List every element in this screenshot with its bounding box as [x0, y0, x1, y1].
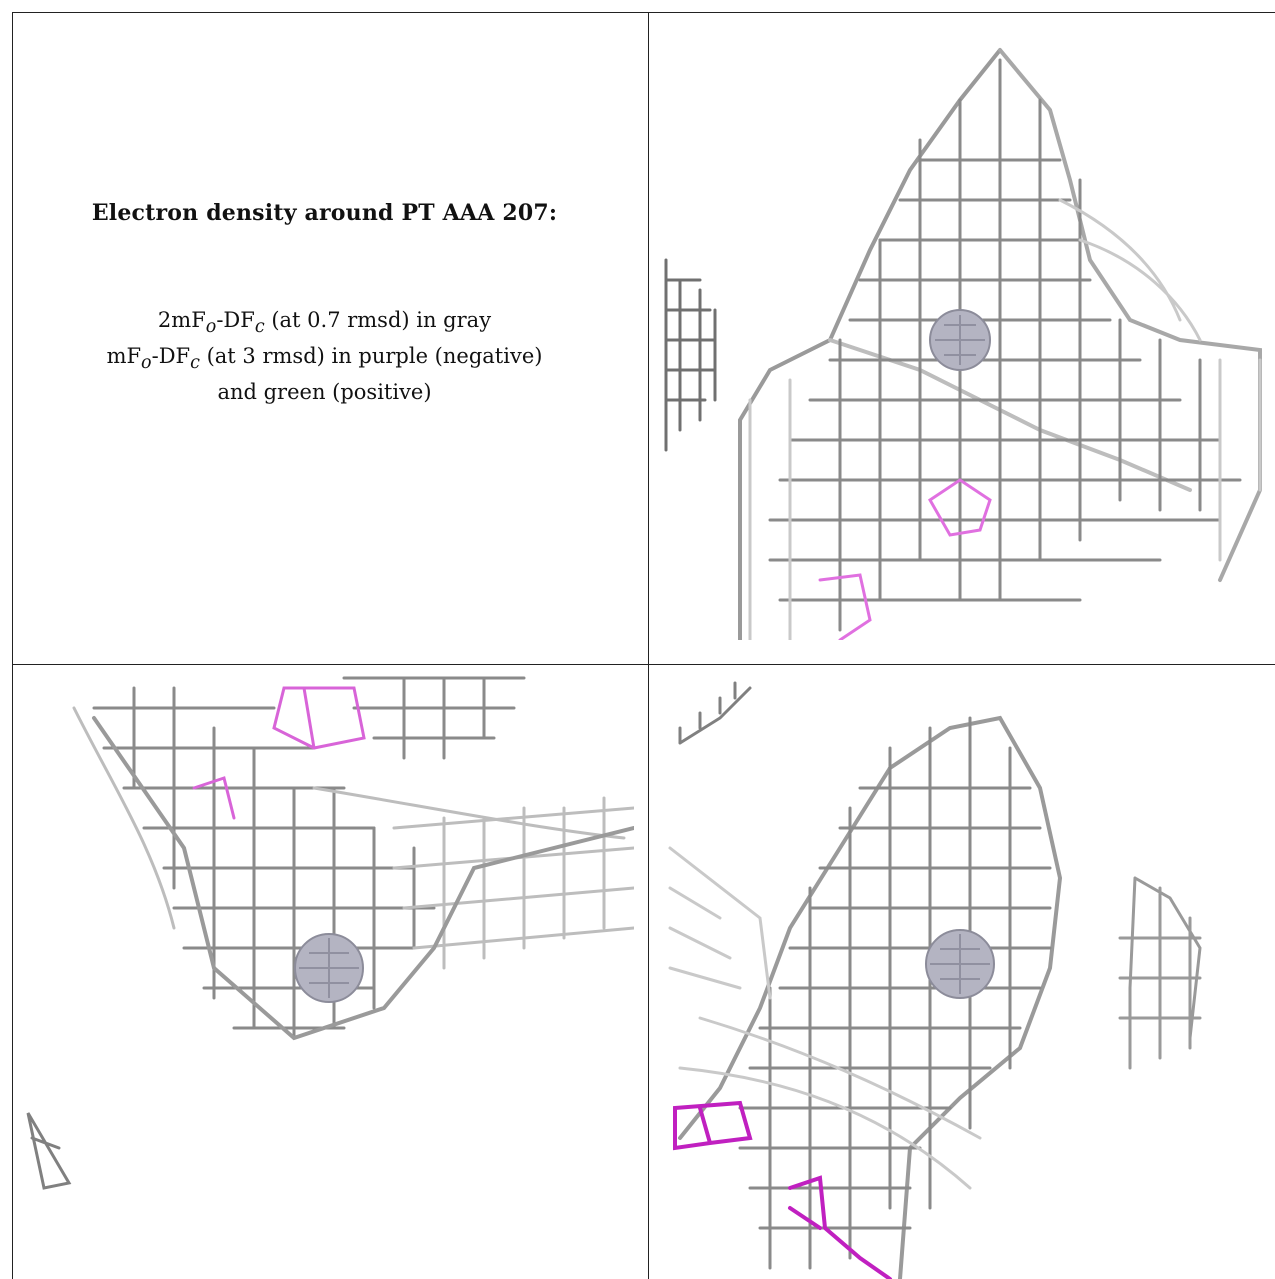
table-border-middle: [12, 664, 1275, 665]
view-bottom-left: [14, 668, 634, 1279]
caption-line-green: and green (positive): [217, 380, 432, 405]
view-top-right: [660, 40, 1275, 640]
caption-line-fo: mFo-DFc (at 3 rmsd) in purple (negative): [106, 344, 543, 374]
table-border-center: [648, 12, 649, 1279]
density-mesh-top-right: [664, 48, 1262, 640]
caption-title: Electron density around PT AAA 207:: [91, 200, 558, 226]
table-border-left: [12, 12, 13, 1279]
caption-legend: 2mFo-DFc (at 0.7 rmsd) in gray mFo-DFc (…: [12, 306, 637, 407]
density-mesh-bottom-right: [668, 681, 1202, 1279]
caption-cell: Electron density around PT AAA 207: 2mFo…: [12, 150, 637, 550]
caption-line-2fo: 2mFo-DFc (at 0.7 rmsd) in gray: [157, 308, 492, 338]
density-mesh-bottom-left: [26, 676, 634, 1190]
table-border-top: [12, 12, 1275, 13]
view-bottom-right: [660, 668, 1275, 1279]
